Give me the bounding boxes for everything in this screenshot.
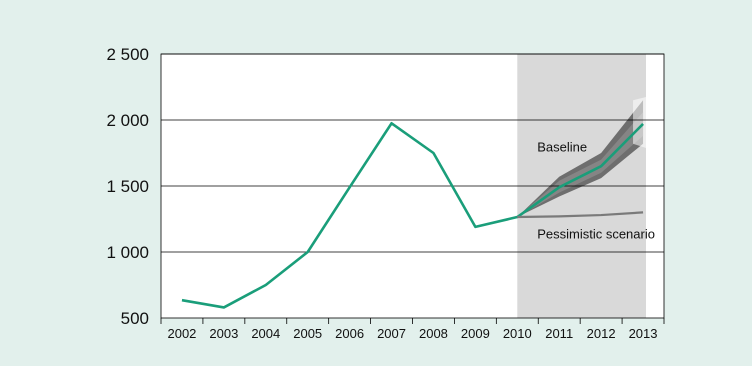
annotation-label-1: Pessimistic scenario [537,227,655,242]
x-tick-label: 2003 [209,326,238,341]
fan-band-layer [517,96,650,218]
x-tick-label: 2004 [251,326,280,341]
annotation-label-0: Baseline [537,139,587,154]
x-tick-label: 2002 [167,326,196,341]
x-tick-label: 2009 [461,326,490,341]
x-tick-label: 2008 [419,326,448,341]
x-tick-label: 2012 [587,326,616,341]
x-tick-label: 2010 [503,326,532,341]
series-line-0 [181,122,644,309]
series-line-1 [517,211,644,219]
x-tick-label: 2011 [545,326,573,341]
y-tick-label: 1 000 [106,243,149,262]
x-tick-label: 2007 [377,326,406,341]
y-tick-label: 2 000 [106,111,149,130]
y-tick-label: 500 [121,309,149,328]
axis-layer [160,53,665,324]
fan-band-fade [633,96,650,150]
series-layer [181,122,644,309]
fan-band-layer-1 [517,112,644,218]
x-tick-label: 2006 [335,326,364,341]
fan-band-layer-0 [517,100,644,218]
y-tick-label: 1 500 [106,177,149,196]
y-tick-label: 2 500 [106,45,149,64]
x-tick-label: 2013 [629,326,658,341]
x-tick-label: 2005 [293,326,322,341]
label-layer: 500 1 000 1 500 2 000 2 500 2002 2003 2004 2005 2… [106,45,657,341]
